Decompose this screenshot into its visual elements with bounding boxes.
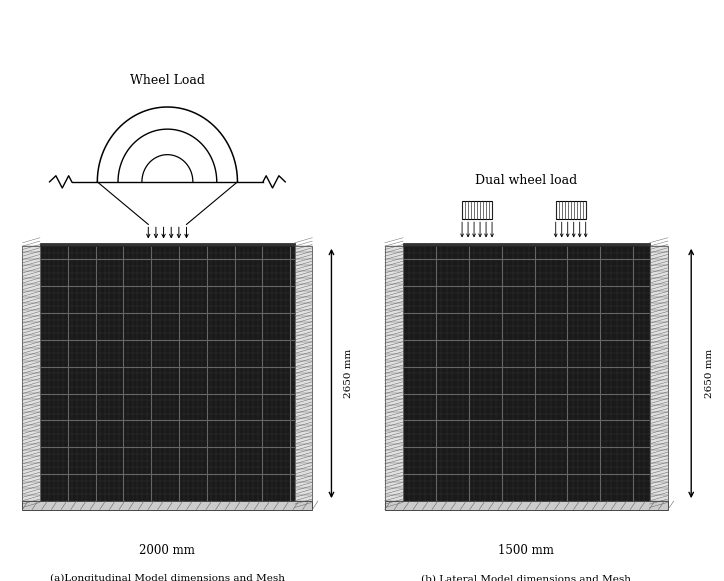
Text: 2000 mm: 2000 mm (140, 544, 195, 557)
Bar (22, 246, 40, 501)
Text: Wheel Load: Wheel Load (130, 74, 205, 87)
Bar (462, 200, 492, 219)
Text: (a)Longitudinal Model dimensions and Mesh: (a)Longitudinal Model dimensions and Mes… (50, 574, 285, 581)
Text: (b) Lateral Model dimensions and Mesh: (b) Lateral Model dimensions and Mesh (421, 574, 631, 581)
Bar (556, 200, 586, 219)
Bar (40, 246, 295, 501)
Bar (403, 246, 649, 501)
Bar (22, 501, 312, 510)
Text: 1500 mm: 1500 mm (498, 544, 555, 557)
Text: Dual wheel load: Dual wheel load (475, 174, 578, 187)
Bar (385, 246, 403, 501)
Text: 2650 mm: 2650 mm (704, 349, 714, 398)
Bar (403, 243, 649, 246)
Text: 2650 mm: 2650 mm (344, 349, 353, 398)
Bar (40, 243, 295, 246)
Bar (649, 246, 668, 501)
Bar (385, 501, 668, 510)
Bar (295, 246, 312, 501)
